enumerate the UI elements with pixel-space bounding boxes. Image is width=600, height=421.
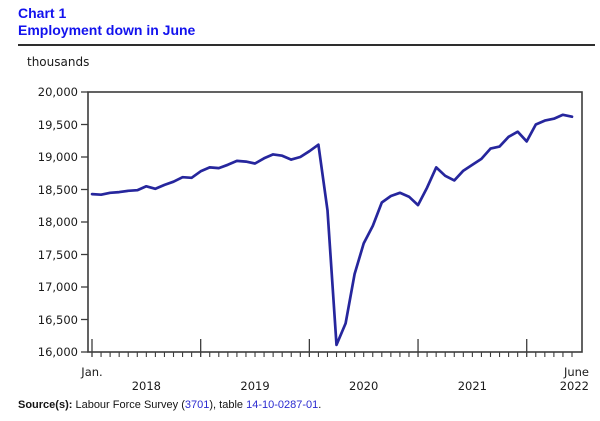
y-axis-tick-label: 18,000 (37, 215, 78, 229)
x-axis-year-label: 2020 (349, 379, 379, 393)
y-axis-tick-label: 19,500 (37, 117, 78, 132)
chart-number: Chart 1 (18, 5, 67, 21)
x-axis-year-label: 2019 (240, 379, 270, 393)
y-axis-tick-label: 17,500 (37, 247, 78, 262)
page-title: Employment down in June (18, 22, 196, 38)
x-axis-label-jan: Jan. (81, 365, 103, 379)
y-axis-tick-label: 18,500 (37, 182, 78, 197)
y-axis-tick-label: 16,000 (37, 345, 78, 359)
source-text-3: . (318, 399, 322, 411)
x-axis-label-june: June (563, 365, 589, 379)
title-divider (18, 44, 595, 46)
y-axis-tick-label: 17,000 (37, 280, 78, 294)
y-axis-tick-label: 16,500 (37, 312, 78, 327)
source-text-2: ), table (209, 399, 247, 411)
y-axis-tick-label: 20,000 (37, 85, 78, 99)
x-axis-year-label: 2018 (131, 379, 161, 393)
y-axis-tick-label: 19,000 (37, 150, 78, 164)
source-link-table-number[interactable]: 14-10-0287-01 (246, 399, 319, 411)
y-axis-unit-label: thousands (27, 55, 90, 69)
x-axis-year-label: 2021 (457, 379, 488, 393)
source-link-survey-number[interactable]: 3701 (184, 399, 210, 411)
source-line: Source(s): Labour Force Survey (3701), t… (18, 399, 321, 411)
chart-title-block: Chart 1 Employment down in June (18, 5, 195, 39)
employment-line-series (90, 113, 574, 347)
source-text-1: Labour Force Survey ( (72, 399, 185, 411)
source-prefix: Source(s): (18, 399, 73, 411)
x-axis-year-label-2022: 2022 (559, 379, 589, 393)
